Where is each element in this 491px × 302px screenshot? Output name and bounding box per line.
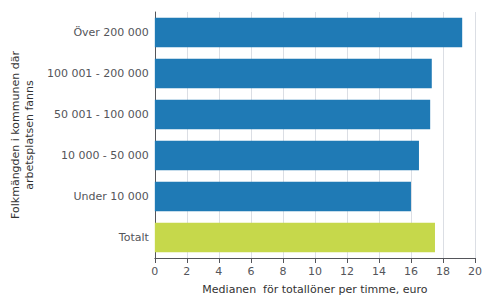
svg-text:20: 20 [468,265,482,278]
svg-text:10: 10 [308,265,322,278]
svg-text:Totalt: Totalt [118,231,150,244]
svg-text:100 001 - 200 000: 100 001 - 200 000 [47,67,149,80]
svg-text:4: 4 [215,265,222,278]
svg-text:Medianen för totallöner per t: Medianen för totallöner per timme, euro [202,283,427,296]
svg-text:Folkmängden i kommunen där: Folkmängden i kommunen där [9,51,22,219]
svg-text:14: 14 [372,265,386,278]
svg-text:8: 8 [279,265,286,278]
svg-text:10 000 - 50 000: 10 000 - 50 000 [61,149,149,162]
svg-text:0: 0 [151,265,158,278]
svg-text:12: 12 [340,265,354,278]
svg-text:arbetsplatsen fanns: arbetsplatsen fanns [23,80,36,190]
svg-text:2: 2 [183,265,190,278]
svg-text:18: 18 [436,265,450,278]
svg-text:50 001 - 100 000: 50 001 - 100 000 [54,108,149,121]
svg-text:16: 16 [404,265,418,278]
svg-text:6: 6 [247,265,254,278]
svg-text:Över 200 000: Över 200 000 [73,26,148,39]
svg-text:Under 10 000: Under 10 000 [74,190,149,203]
